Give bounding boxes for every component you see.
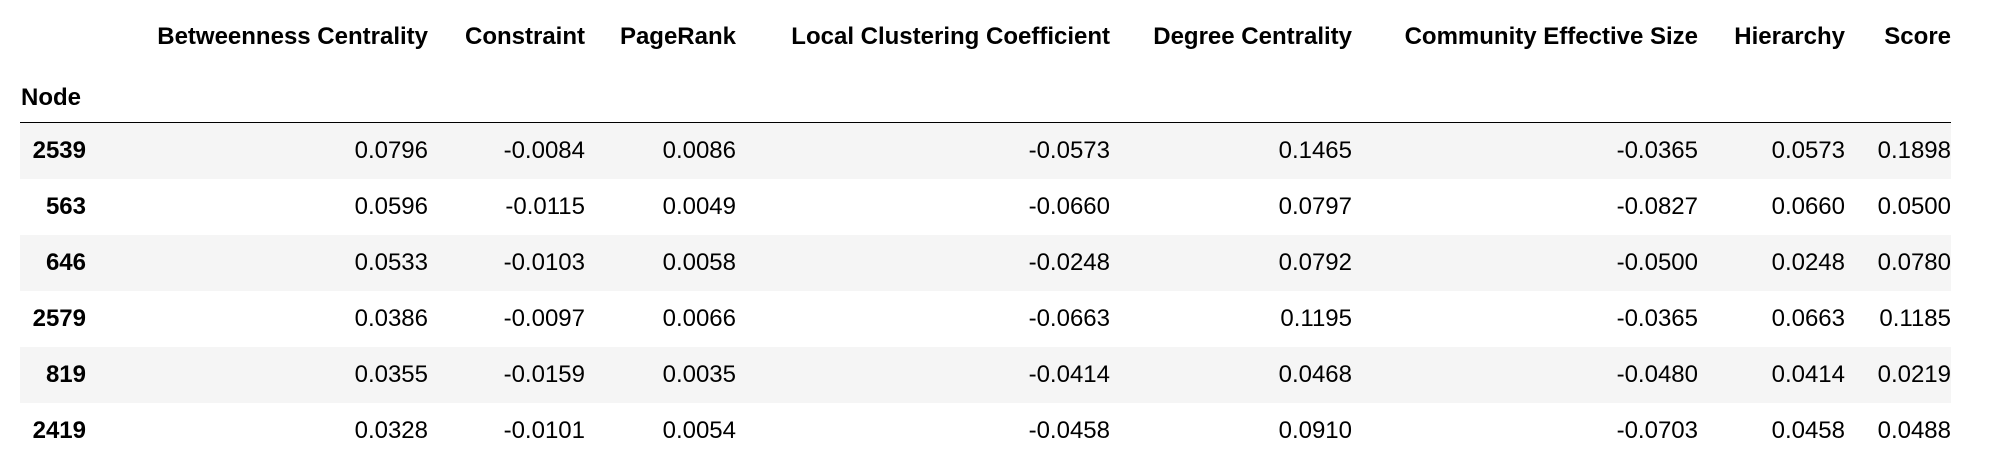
- table-cell: -0.0458: [1028, 416, 1110, 444]
- column-header-local-clustering-coefficient: Local Clustering Coefficient: [791, 22, 1110, 50]
- table-cell: 0.0796: [354, 136, 428, 164]
- table-body: 2539 0.0796 -0.0084 0.0086 -0.0573 0.146…: [20, 122, 1951, 459]
- row-index: 563: [45, 192, 86, 220]
- table-cell: -0.0663: [1028, 304, 1110, 332]
- table-cell: 0.1465: [1278, 136, 1352, 164]
- table-cell: -0.0103: [503, 248, 585, 276]
- row-index: 2539: [32, 136, 86, 164]
- table-row: 563 0.0596 -0.0115 0.0049 -0.0660 0.0797…: [20, 178, 1951, 235]
- row-index: 2579: [32, 304, 86, 332]
- corner-cell: [20, 0, 86, 73]
- table-cell: 0.0414: [1771, 360, 1845, 388]
- table-cell: 0.0533: [354, 248, 428, 276]
- table-cell: 0.0660: [1771, 192, 1845, 220]
- row-index: 2419: [32, 416, 86, 444]
- table-cell: -0.0097: [503, 304, 585, 332]
- table-cell: 0.0488: [1877, 416, 1951, 444]
- column-header-row: Betweenness Centrality Constraint PageRa…: [20, 0, 1951, 73]
- table-cell: 0.1195: [1280, 304, 1352, 332]
- table-cell: 0.0066: [662, 304, 736, 332]
- column-header-score: Score: [1884, 22, 1951, 50]
- table-cell: 0.1185: [1879, 304, 1951, 332]
- table-row: 2539 0.0796 -0.0084 0.0086 -0.0573 0.146…: [20, 122, 1951, 179]
- row-index: 646: [45, 248, 86, 276]
- table-cell: 0.0663: [1771, 304, 1845, 332]
- table-row: 819 0.0355 -0.0159 0.0035 -0.0414 0.0468…: [20, 346, 1951, 403]
- table-cell: -0.0248: [1028, 248, 1110, 276]
- table-cell: 0.0500: [1877, 192, 1951, 220]
- table-header: Betweenness Centrality Constraint PageRa…: [20, 0, 1951, 123]
- table-cell: 0.0086: [662, 136, 736, 164]
- table-cell: -0.0414: [1028, 360, 1110, 388]
- column-header-degree-centrality: Degree Centrality: [1153, 22, 1352, 50]
- table-row: 646 0.0533 -0.0103 0.0058 -0.0248 0.0792…: [20, 234, 1951, 291]
- index-name-row: Node: [20, 73, 1951, 123]
- index-name: Node: [20, 73, 86, 123]
- table-cell: 0.0596: [354, 192, 428, 220]
- column-header-hierarchy: Hierarchy: [1734, 22, 1845, 50]
- column-header-community-effective-size: Community Effective Size: [1404, 22, 1698, 50]
- table-cell: -0.0573: [1028, 136, 1110, 164]
- table-cell: -0.0365: [1616, 136, 1698, 164]
- table-cell: 0.0468: [1278, 360, 1352, 388]
- table-cell: 0.0219: [1877, 360, 1951, 388]
- table-cell: 0.0792: [1278, 248, 1352, 276]
- table-cell: -0.0115: [505, 192, 585, 220]
- table-cell: 0.0328: [354, 416, 428, 444]
- table-cell: 0.0355: [354, 360, 428, 388]
- table-cell: 0.0058: [662, 248, 736, 276]
- table-cell: 0.0573: [1771, 136, 1845, 164]
- table-cell: 0.0458: [1771, 416, 1845, 444]
- table-cell: 0.0054: [662, 416, 736, 444]
- column-header-betweenness-centrality: Betweenness Centrality: [157, 22, 428, 50]
- table-cell: -0.0084: [503, 136, 585, 164]
- table-cell: -0.0480: [1616, 360, 1698, 388]
- table-cell: 0.0049: [662, 192, 736, 220]
- table-cell: -0.0365: [1616, 304, 1698, 332]
- table-cell: -0.0827: [1616, 192, 1698, 220]
- table-cell: -0.0703: [1616, 416, 1698, 444]
- dataframe-table: Betweenness Centrality Constraint PageRa…: [20, 0, 1951, 459]
- table-cell: 0.0780: [1877, 248, 1951, 276]
- table-cell: 0.0248: [1771, 248, 1845, 276]
- column-header-constraint: Constraint: [465, 22, 585, 50]
- table-cell: -0.0660: [1028, 192, 1110, 220]
- table-row: 2579 0.0386 -0.0097 0.0066 -0.0663 0.119…: [20, 290, 1951, 347]
- row-index: 819: [45, 360, 86, 388]
- table-cell: -0.0159: [503, 360, 585, 388]
- table-row: 2419 0.0328 -0.0101 0.0054 -0.0458 0.091…: [20, 402, 1951, 459]
- table-cell: 0.0797: [1278, 192, 1352, 220]
- table-cell: 0.0035: [662, 360, 736, 388]
- table-cell: -0.0101: [503, 416, 585, 444]
- table-cell: 0.1898: [1877, 136, 1951, 164]
- table-cell: 0.0386: [354, 304, 428, 332]
- table-cell: -0.0500: [1616, 248, 1698, 276]
- table-cell: 0.0910: [1278, 416, 1352, 444]
- column-header-pagerank: PageRank: [619, 22, 736, 50]
